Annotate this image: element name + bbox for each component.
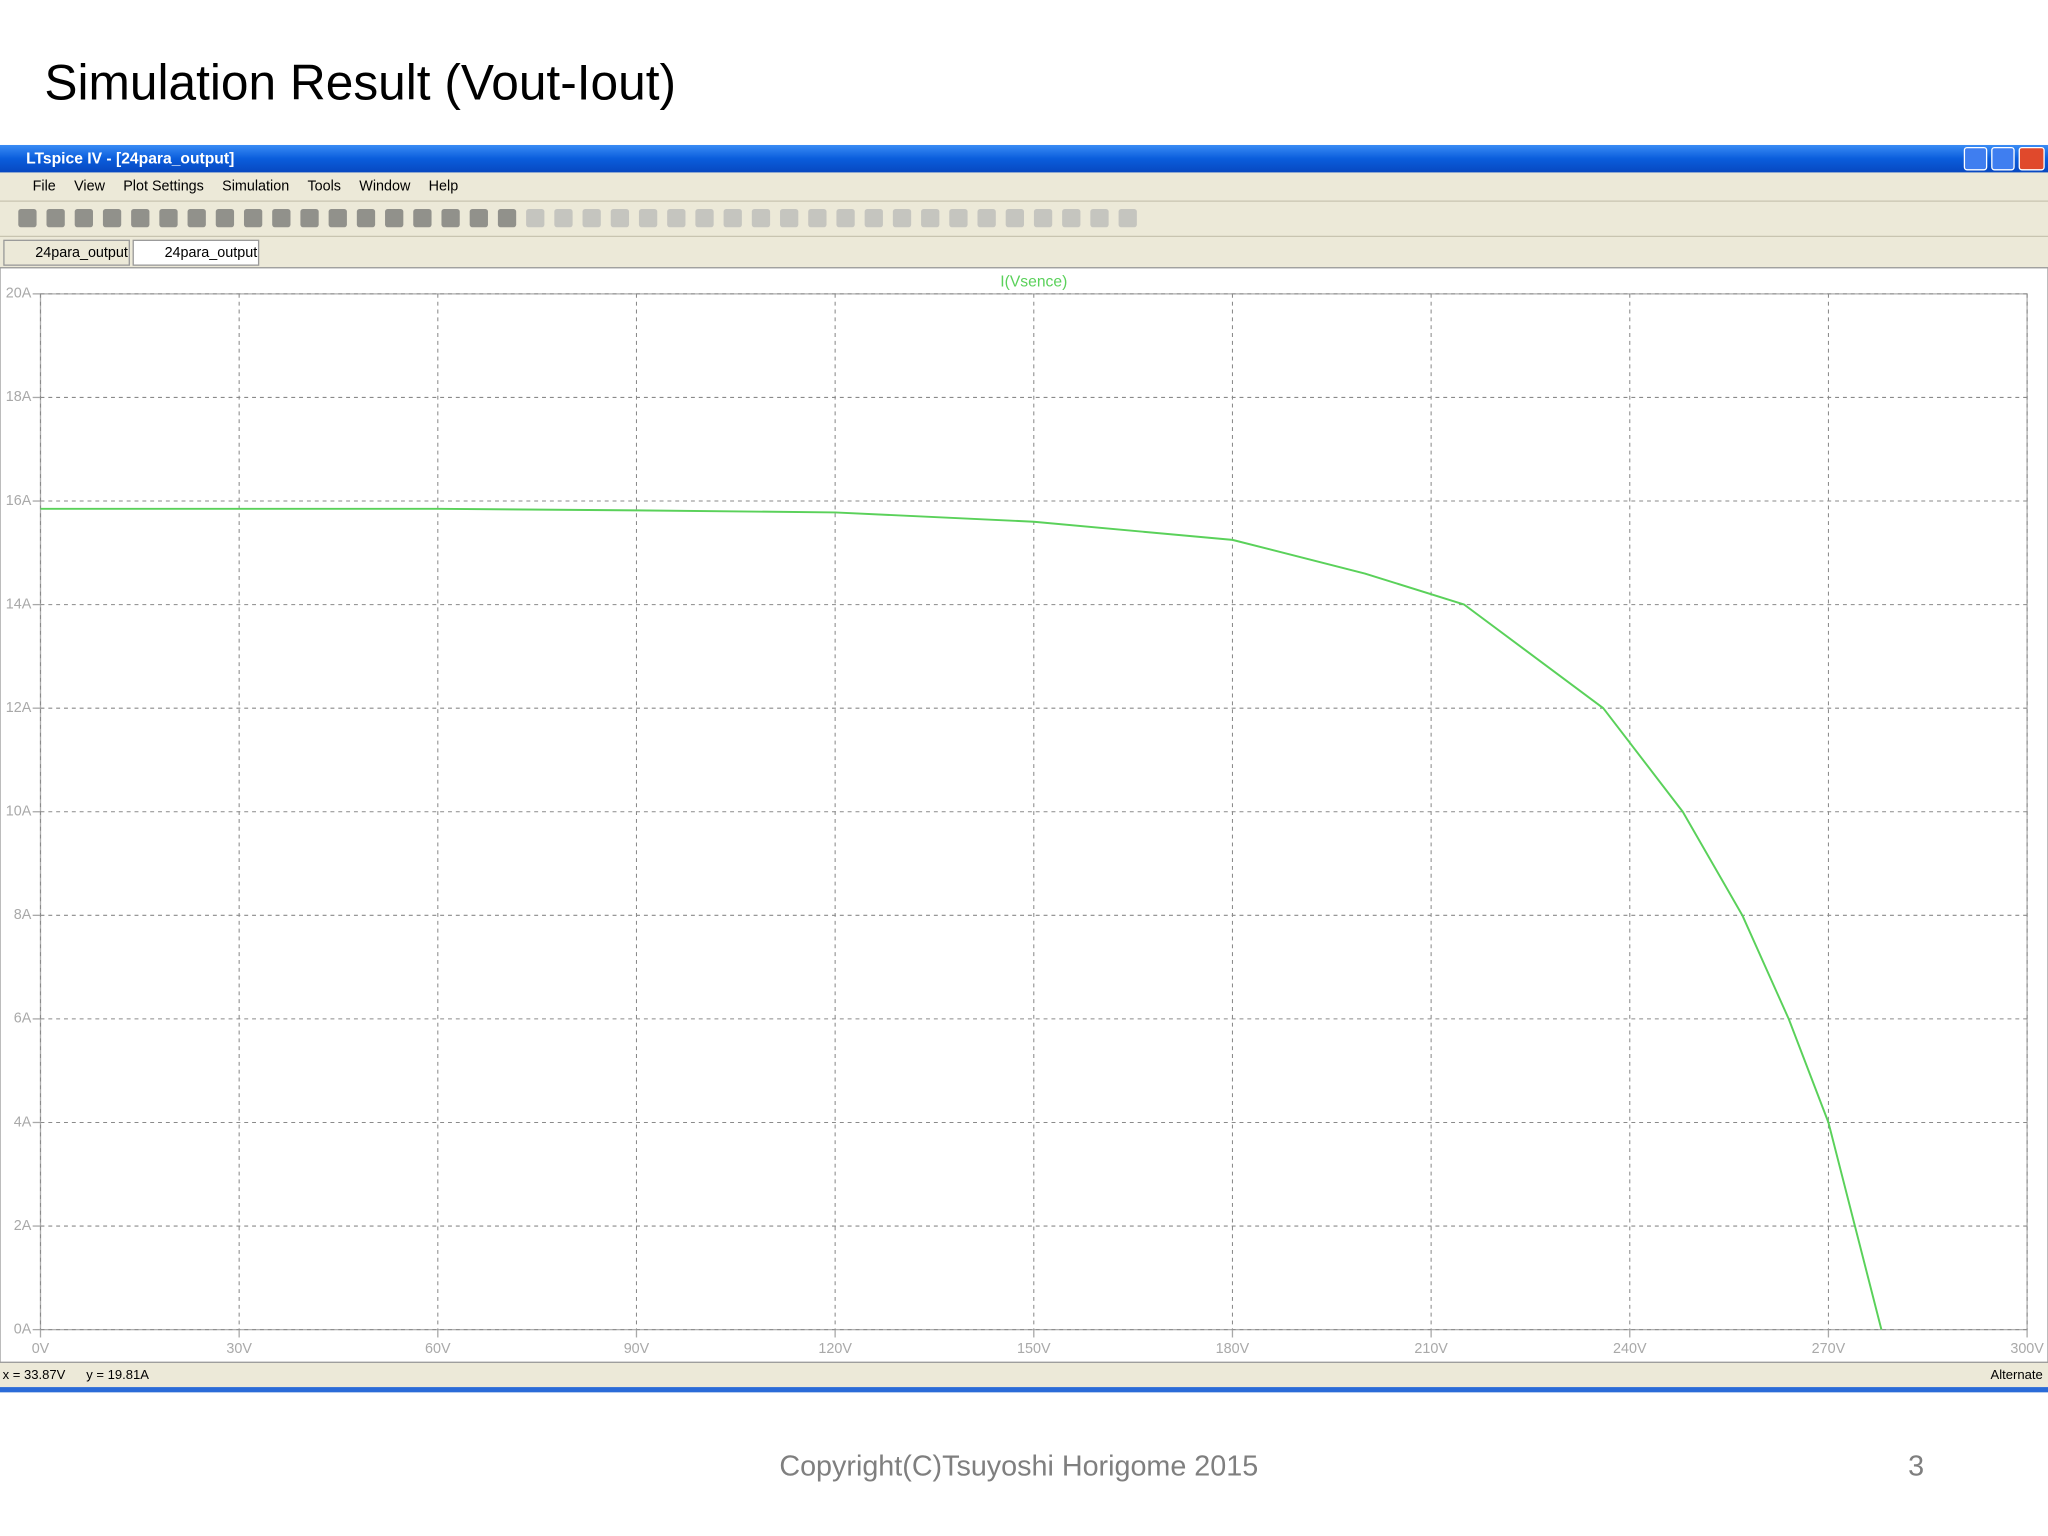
- x-tick-label: 120V: [818, 1341, 852, 1357]
- window-title: LTspice IV - [24para_output]: [26, 150, 234, 167]
- y-tick-label: 4A: [14, 1114, 32, 1130]
- x-tick-label: 90V: [624, 1341, 650, 1357]
- toolbar-button[interactable]: [723, 208, 742, 228]
- toolbar-button[interactable]: [356, 208, 376, 228]
- menu-bar: File View Plot Settings Simulation Tools Wind…: [33, 179, 459, 195]
- toolbar-button[interactable]: [469, 208, 488, 228]
- toolbar-button[interactable]: [554, 208, 573, 228]
- toolbar-button[interactable]: [215, 208, 235, 228]
- toolbar-button[interactable]: [638, 208, 658, 228]
- data-line: [40, 507, 1883, 1330]
- toolbar-button[interactable]: [526, 208, 545, 228]
- toolbar-button[interactable]: [131, 208, 150, 228]
- toolbar-button[interactable]: [949, 208, 968, 228]
- toolbar-button[interactable]: [921, 208, 940, 228]
- x-tick-label: 240V: [1613, 1341, 1647, 1357]
- toolbar-button[interactable]: [46, 208, 65, 228]
- toolbar-button[interactable]: [582, 208, 601, 228]
- plot-pane: [0, 267, 2048, 1363]
- toolbar-button[interactable]: [272, 208, 291, 228]
- page-number: 3: [1908, 1451, 1924, 1483]
- y-tick-label: 14A: [6, 596, 32, 612]
- menu-item[interactable]: View: [74, 179, 105, 195]
- toolbar-button[interactable]: [1062, 208, 1081, 228]
- plot: 0A 2A 4A 6A 8A 10A 12A 14A 16A 18A 20A 0V 30V 60V 90V 1…: [6, 273, 2045, 1357]
- toolbar-button[interactable]: [300, 208, 319, 228]
- menu-item[interactable]: Tools: [307, 179, 341, 195]
- y-tick-label: 12A: [6, 700, 32, 716]
- close-button[interactable]: [2018, 146, 2045, 171]
- y-tick-label: 6A: [14, 1011, 32, 1027]
- toolbar-button[interactable]: [413, 208, 432, 228]
- menu-item[interactable]: Simulation: [222, 179, 289, 195]
- minimize-button[interactable]: [1963, 146, 1988, 171]
- toolbar-button[interactable]: [695, 208, 714, 228]
- y-tick-label: 8A: [14, 907, 32, 923]
- tab[interactable]: [3, 239, 130, 266]
- toolbar-button[interactable]: [977, 208, 996, 228]
- toolbar-button[interactable]: [18, 208, 37, 228]
- toolbar-button[interactable]: [864, 208, 883, 228]
- y-tick-label: 0A: [14, 1321, 32, 1337]
- y-tick-label: 2A: [14, 1218, 32, 1234]
- toolbar-button[interactable]: [610, 208, 630, 228]
- tab-label[interactable]: 24para_output: [165, 245, 258, 261]
- toolbar-button[interactable]: [1033, 208, 1053, 228]
- x-tick-label: 60V: [425, 1341, 451, 1357]
- toolbar-button[interactable]: [243, 208, 263, 228]
- maximize-button[interactable]: [1991, 146, 2015, 171]
- tab-bar: 24para_output 24para_output: [3, 239, 260, 266]
- status-bar: [0, 1363, 2048, 1388]
- legend-label: I(Vsence): [1000, 273, 1067, 290]
- toolbar-button[interactable]: [836, 208, 855, 228]
- menu-item[interactable]: Window: [359, 179, 411, 195]
- toolbar: [18, 208, 1137, 228]
- title-bar: [0, 144, 2048, 173]
- y-tick-label: 10A: [6, 804, 32, 820]
- status-y: y = 19.81A: [86, 1367, 149, 1382]
- x-tick-label: 0V: [32, 1341, 50, 1357]
- toolbar-button[interactable]: [751, 208, 771, 228]
- x-tick-label: 300V: [2010, 1341, 2044, 1357]
- x-tick-label: 210V: [1414, 1341, 1448, 1357]
- toolbar-button[interactable]: [74, 208, 93, 228]
- x-tick-label: 270V: [1812, 1341, 1846, 1357]
- y-tick-label: 20A: [6, 286, 32, 302]
- x-tick-label: 150V: [1017, 1341, 1051, 1357]
- y-tick-label: 18A: [6, 389, 32, 405]
- tab-label[interactable]: 24para_output: [35, 245, 128, 261]
- toolbar-button[interactable]: [892, 208, 912, 228]
- menu-item[interactable]: Plot Settings: [123, 179, 204, 195]
- toolbar-button[interactable]: [780, 208, 799, 228]
- toolbar-button[interactable]: [808, 208, 827, 228]
- status-x: x = 33.87V: [3, 1367, 66, 1382]
- toolbar-button[interactable]: [159, 208, 178, 228]
- toolbar-button[interactable]: [667, 208, 686, 228]
- toolbar-button[interactable]: [441, 208, 460, 228]
- toolbar-button[interactable]: [385, 208, 404, 228]
- footer: Copyright(C)Tsuyoshi Horigome 2015: [779, 1451, 1258, 1483]
- taskbar-edge: [0, 1387, 2048, 1393]
- x-tick-label: 180V: [1216, 1341, 1250, 1357]
- toolbar-button[interactable]: [187, 208, 206, 228]
- y-tick-label: 16A: [6, 493, 32, 509]
- menu-item[interactable]: Help: [429, 179, 459, 195]
- slide-title: Simulation Result (Vout-Iout): [44, 54, 676, 110]
- status-mode: Alternate: [1991, 1367, 2043, 1382]
- toolbar-button[interactable]: [1118, 208, 1137, 228]
- toolbar-button[interactable]: [497, 208, 517, 228]
- tab[interactable]: [132, 239, 260, 266]
- menu-item[interactable]: File: [33, 179, 56, 195]
- toolbar-button[interactable]: [102, 208, 122, 228]
- x-tick-label: 30V: [226, 1341, 252, 1357]
- toolbar-button[interactable]: [1005, 208, 1024, 228]
- toolbar-button[interactable]: [1090, 208, 1109, 228]
- toolbar-button[interactable]: [328, 208, 347, 228]
